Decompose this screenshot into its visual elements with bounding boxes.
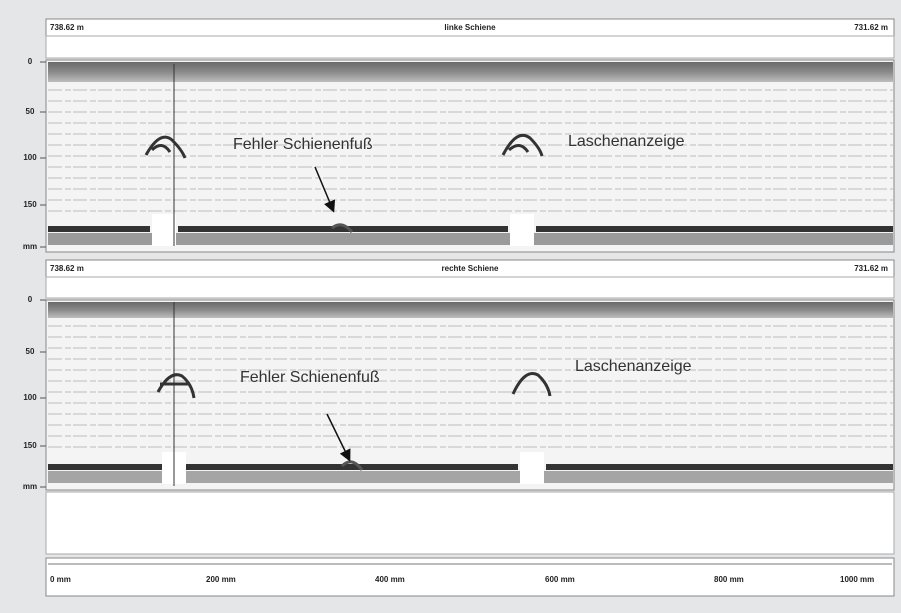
- header-right: 731.62 m: [854, 264, 888, 273]
- header-right: 731.62 m: [854, 23, 888, 32]
- surface-echo: [48, 62, 893, 82]
- y-label: 100: [23, 393, 37, 402]
- joint-indication: [501, 133, 544, 157]
- annotation: Laschenanzeige: [575, 358, 692, 375]
- y-labels: 0 50 100 150 mm: [23, 57, 46, 251]
- joint-indication: [156, 373, 196, 399]
- empty-area: [45, 491, 895, 555]
- panel-spacer: [45, 35, 895, 59]
- x-label: 0 mm: [50, 575, 71, 584]
- arrow: [326, 413, 351, 462]
- joint-indication: [144, 135, 187, 159]
- rail-foot-shadow: [48, 471, 893, 483]
- joint-gap: [520, 452, 544, 484]
- panel: 738.62 m linke Schiene 731.62 m Fehler S…: [23, 18, 895, 253]
- header-left: 738.62 m: [50, 23, 84, 32]
- y-label: 50: [26, 347, 35, 356]
- rail-foot-echo: [48, 226, 150, 232]
- flaw-indication: [340, 460, 364, 471]
- panel: 738.62 m rechte Schiene 731.62 m Fehler …: [23, 259, 895, 491]
- x-label: 400 mm: [375, 575, 405, 584]
- rail-foot-echo: [186, 464, 518, 470]
- arrow: [314, 166, 336, 213]
- noise-lines: [48, 89, 893, 212]
- panel-spacer: [45, 276, 895, 299]
- y-label: mm: [23, 242, 37, 251]
- y-label: 0: [28, 295, 33, 304]
- x-label: 200 mm: [206, 575, 236, 584]
- y-label: 150: [23, 441, 37, 450]
- y-label: 100: [23, 153, 37, 162]
- joint-indication: [511, 372, 552, 397]
- x-label: 1000 mm: [840, 575, 874, 584]
- header-left: 738.62 m: [50, 264, 84, 273]
- rail-foot-shadow: [48, 233, 893, 245]
- rail-foot-echo: [178, 226, 508, 232]
- joint-gap: [152, 214, 176, 246]
- annotation: Laschenanzeige: [568, 133, 685, 150]
- scan-area: [45, 299, 895, 491]
- annotation: Fehler Schienenfuß: [240, 369, 380, 386]
- rail-foot-echo: [48, 464, 162, 470]
- header-title: linke Schiene: [444, 23, 496, 32]
- x-label: 800 mm: [714, 575, 744, 584]
- surface-echo: [48, 302, 893, 318]
- y-label: 50: [26, 107, 35, 116]
- rail-foot-echo: [546, 464, 893, 470]
- flaw-indication: [331, 223, 354, 233]
- rail-foot-echo: [536, 226, 893, 232]
- y-label: 0: [28, 57, 33, 66]
- header-title: rechte Schiene: [442, 264, 499, 273]
- y-label: mm: [23, 482, 37, 491]
- annotation: Fehler Schienenfuß: [233, 136, 373, 153]
- x-label: 600 mm: [545, 575, 575, 584]
- joint-gap: [510, 214, 534, 246]
- x-labels: 0 mm 200 mm 400 mm 600 mm 800 mm 1000 mm: [50, 575, 874, 584]
- y-label: 150: [23, 200, 37, 209]
- noise-lines: [48, 325, 893, 448]
- y-labels: 0 50 100 150 mm: [23, 295, 46, 491]
